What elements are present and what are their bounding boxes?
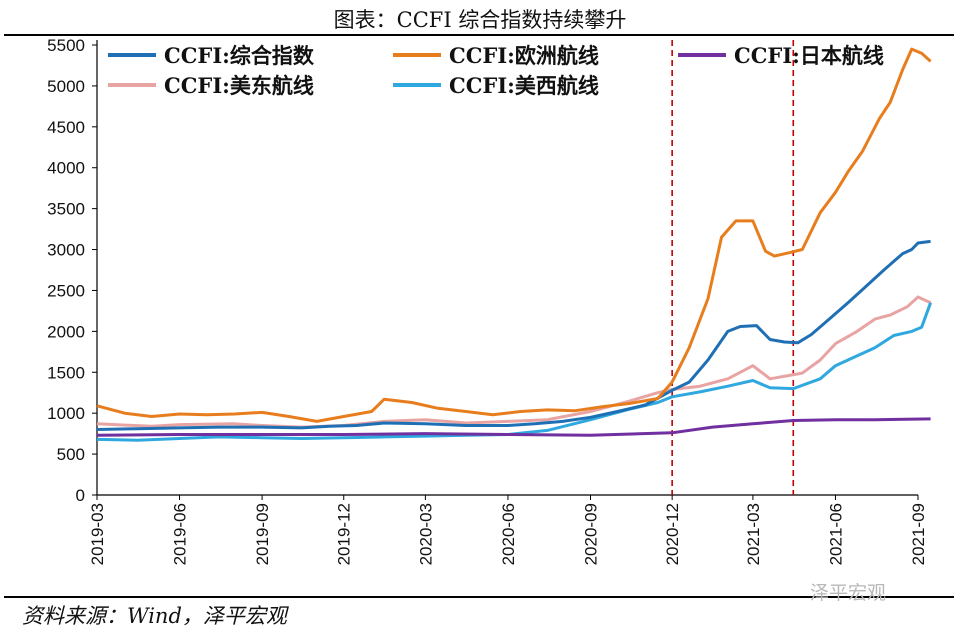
x-tick-label: 2020-06 [499, 503, 518, 565]
reference-lines [671, 40, 795, 495]
series-line [96, 302, 933, 442]
x-tick-label: 2021-06 [826, 503, 845, 565]
x-tick-label: 2020-03 [416, 503, 435, 565]
y-tick-label: 5000 [47, 77, 85, 96]
x-tick-label: 2020-09 [581, 503, 600, 565]
series-line [96, 47, 932, 423]
x-tick-label: 2019-09 [253, 503, 272, 565]
axes-layer: 0 500 1000 1500 2000 2500 3000 3500 4000 4500 5000… [47, 36, 928, 565]
x-tick-label: 2019-03 [88, 503, 107, 565]
y-tick-label: 500 [57, 445, 85, 464]
legend-label: CCFI:美西航线 [449, 73, 599, 98]
source-note: 资料来源：Wind，泽平宏观 [22, 604, 287, 628]
y-tick-label: 1000 [47, 404, 85, 423]
top-rule [4, 34, 954, 36]
x-tick-label: 2021-09 [909, 503, 928, 565]
legend-label: CCFI:综合指数 [164, 43, 315, 68]
legend: CCFI:综合指数 CCFI:欧洲航线 CCFI:日本航线 CCFI:美东航线 CCFI… [108, 43, 884, 98]
y-tick-label: 5500 [47, 36, 85, 55]
x-tick-label: 2019-12 [335, 503, 354, 565]
series-layer [96, 47, 933, 442]
y-tick-label: 2000 [47, 322, 85, 341]
y-tick-label: 2500 [47, 281, 85, 300]
series-line [96, 239, 931, 431]
y-tick-label: 4000 [47, 159, 85, 178]
y-tick-label: 3000 [47, 241, 85, 260]
chart-title: 图表：CCFI 综合指数持续攀升 [333, 8, 627, 32]
legend-label: CCFI:美东航线 [164, 73, 314, 98]
series-line [96, 417, 931, 437]
legend-label: CCFI:欧洲航线 [449, 43, 599, 68]
bottom-rule [4, 596, 954, 598]
y-tick-label: 3500 [47, 200, 85, 219]
y-tick-label: 1500 [47, 363, 85, 382]
y-tick-label: 0 [76, 486, 85, 505]
x-tick-label: 2019-06 [171, 503, 190, 565]
legend-label: CCFI:日本航线 [734, 43, 884, 68]
series-line [96, 295, 932, 429]
y-tick-label: 4500 [47, 118, 85, 137]
x-tick-label: 2021-03 [744, 503, 763, 565]
watermark: 泽平宏观 [810, 582, 887, 604]
x-tick-label: 2020-12 [663, 503, 682, 565]
line-chart: 0 500 1000 1500 2000 2500 3000 3500 4000 4500 5000… [47, 36, 933, 565]
